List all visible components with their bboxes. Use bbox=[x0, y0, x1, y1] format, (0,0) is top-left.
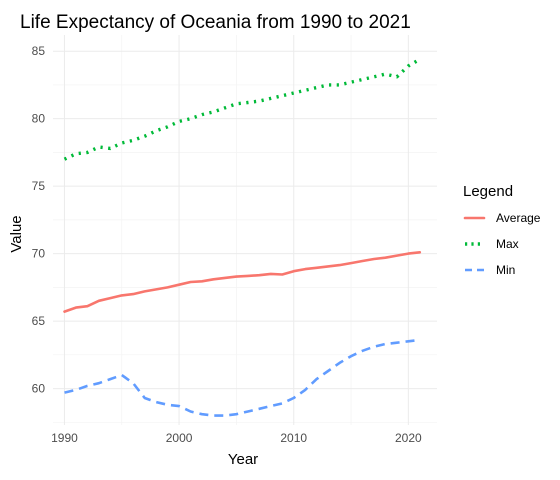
x-tick-label: 2020 bbox=[395, 431, 422, 445]
y-tick-label: 75 bbox=[32, 179, 46, 193]
x-tick-label: 2000 bbox=[166, 431, 193, 445]
y-tick-label: 60 bbox=[32, 382, 46, 396]
series-lines bbox=[63, 57, 422, 417]
legend-label-min: Min bbox=[496, 263, 515, 277]
y-tick-label: 80 bbox=[32, 112, 46, 126]
legend-label-max: Max bbox=[496, 237, 519, 251]
tick-labels: 1990 2000 2010 2020 60 65 70 75 80 85 bbox=[32, 44, 422, 445]
chart-title: Life Expectancy of Oceania from 1990 to … bbox=[20, 12, 411, 33]
y-tick-label: 70 bbox=[32, 247, 46, 261]
y-tick-label: 85 bbox=[32, 44, 46, 58]
series-line-max bbox=[63, 57, 421, 161]
legend-label-average: Average bbox=[496, 211, 541, 225]
y-axis-title: Value bbox=[8, 215, 25, 252]
x-tick-label: 1990 bbox=[51, 431, 78, 445]
x-tick-label: 2010 bbox=[280, 431, 307, 445]
series-line-average bbox=[63, 251, 422, 313]
gridlines bbox=[53, 35, 437, 425]
series-line-min bbox=[64, 338, 420, 417]
legend-title: Legend bbox=[463, 183, 513, 200]
x-axis-title: Year bbox=[228, 451, 258, 468]
legend: Legend Average Max Min bbox=[463, 183, 541, 277]
y-tick-label: 65 bbox=[32, 314, 46, 328]
